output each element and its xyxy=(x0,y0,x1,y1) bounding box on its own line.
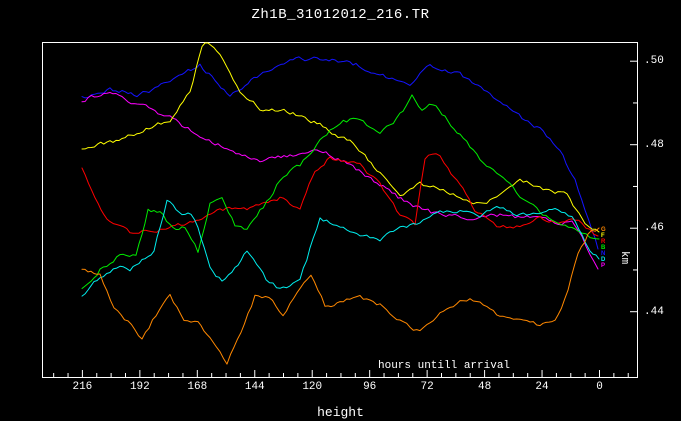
svg-text:P: P xyxy=(601,263,605,269)
